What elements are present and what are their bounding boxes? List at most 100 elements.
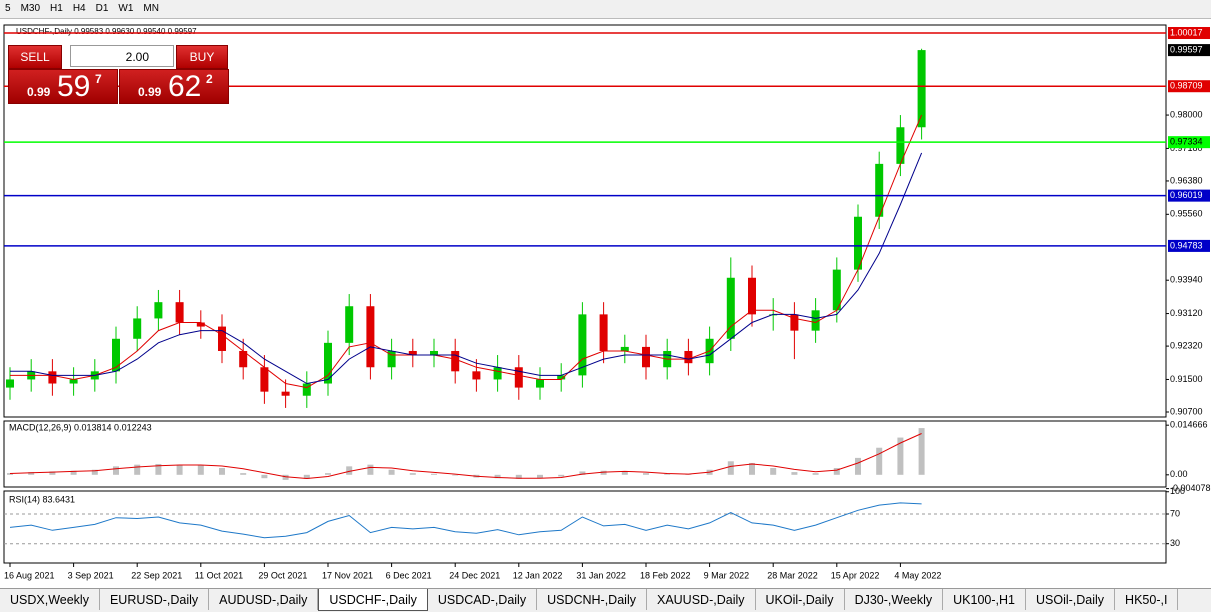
level-label-bg (1168, 189, 1210, 202)
candle-body (557, 375, 566, 380)
timeframe-button[interactable]: D1 (95, 3, 109, 14)
candle-body (196, 322, 205, 327)
level-label: 0.94783 (1170, 240, 1203, 250)
panel-title: RSI(14) 83.6431 (9, 494, 75, 504)
price-prefix: 0.99 (138, 85, 162, 99)
macd-bar (346, 466, 353, 475)
macd-bar (600, 470, 607, 475)
x-tick-label: 11 Oct 2021 (195, 570, 243, 580)
candle-body (578, 314, 587, 376)
macd-bar (367, 464, 374, 475)
sell-button[interactable]: SELL (8, 45, 62, 69)
x-tick-label: 3 Sep 2021 (68, 570, 114, 580)
macd-bar (727, 461, 734, 475)
macd-bar (621, 471, 628, 475)
macd-bar (49, 471, 56, 475)
moving-average (10, 114, 923, 389)
macd-bar (113, 466, 119, 475)
timeframe-toolbar: 5 M30 H1 H4 D1 W1 MN (0, 0, 1211, 19)
macd-bar (240, 473, 247, 475)
chart-tab[interactable]: USDCHF-,Daily (318, 589, 428, 611)
chart-tab[interactable]: HK50-,I (1115, 589, 1179, 610)
x-tick-label: 6 Dec 2021 (386, 570, 432, 580)
chart-title: USDCHF-,Daily 0.99583 0.99630 0.99540 0.… (16, 27, 197, 36)
candle-body (260, 367, 269, 392)
buy-button[interactable]: BUY (176, 45, 228, 69)
macd-bar (897, 437, 904, 475)
level-label: 0.96019 (1170, 190, 1203, 200)
x-tick-label: 22 Sep 2021 (131, 570, 182, 580)
y-tick-label: 30 (1170, 538, 1180, 548)
x-tick-label: 16 Aug 2021 (4, 570, 55, 580)
x-tick-label: 4 May 2022 (894, 570, 941, 580)
chart-tabs: USDX,Weekly EURUSD-,Daily AUDUSD-,Daily USD… (0, 588, 1211, 612)
timeframe-button[interactable]: H1 (50, 3, 63, 14)
candle-body (345, 306, 354, 343)
macd-bar (261, 474, 268, 479)
candle-body (832, 269, 841, 311)
timeframe-button[interactable]: MN (143, 3, 159, 14)
macd-bar (664, 474, 671, 475)
macd-bar (91, 469, 98, 475)
chart-tab[interactable]: AUDUSD-,Daily (209, 589, 319, 610)
chart-tab[interactable]: USDCAD-,Daily (428, 589, 538, 610)
level-label: 0.97334 (1170, 137, 1203, 147)
sell-price[interactable]: 0.99 59 7 (8, 69, 118, 104)
level-label-bg (1168, 239, 1210, 252)
one-click-trading: SELL 2.00 BUY 0.99 59 7 0.99 62 2 (8, 45, 229, 104)
macd-bar (876, 447, 883, 475)
y-tick-label: 0.91500 (1170, 374, 1203, 384)
x-tick-label: 24 Dec 2021 (449, 570, 500, 580)
buy-price[interactable]: 0.99 62 2 (119, 69, 229, 104)
timeframe-button[interactable]: H4 (72, 3, 86, 14)
candle-body (154, 302, 163, 319)
candle-body (790, 314, 799, 331)
panel-title: MACD(12,26,9) 0.013814 0.012243 (9, 422, 152, 432)
macd-bar (452, 474, 459, 476)
y-tick-label: 0.95560 (1170, 209, 1203, 219)
macd-bar (197, 465, 204, 475)
candle-body (748, 277, 756, 315)
macd-bar (749, 462, 755, 475)
chart-tab[interactable]: EURUSD-,Daily (100, 589, 210, 610)
chart-tab[interactable]: UK100-,H1 (943, 589, 1026, 610)
y-tick-label: 0.98000 (1170, 109, 1203, 119)
rsi-line (9, 502, 922, 539)
y-tick-label: 100 (1170, 486, 1185, 496)
chart-tab[interactable]: DJ30-,Weekly (845, 589, 944, 610)
chart-tab[interactable]: USDCNH-,Daily (537, 589, 647, 610)
macd-bar (791, 472, 798, 475)
x-tick-label: 28 Mar 2022 (767, 570, 818, 580)
lot-input[interactable]: 2.00 (70, 45, 174, 67)
macd-bar (282, 474, 289, 480)
chart-tab[interactable]: XAUUSD-,Daily (647, 589, 756, 610)
level-label: 1.00017 (1170, 27, 1203, 37)
price-main: 62 (168, 70, 202, 103)
candle-body (302, 383, 311, 396)
level-label-bg (1168, 80, 1210, 93)
level-label-bg (1168, 27, 1210, 40)
macd-bar (515, 474, 522, 479)
chart-tab[interactable]: USDX,Weekly (0, 589, 100, 610)
price-main: 59 (57, 70, 91, 103)
timeframe-button[interactable]: W1 (118, 3, 134, 14)
x-tick-label: 18 Feb 2022 (640, 570, 691, 580)
timeframe-button[interactable]: 5 (5, 3, 11, 14)
macd-bar (388, 469, 395, 475)
chart-tab[interactable]: UKOil-,Daily (756, 589, 845, 610)
candle-body (896, 127, 905, 164)
candle-body (726, 277, 735, 339)
last-price-label: 0.99597 (1170, 44, 1203, 54)
macd-bar (643, 473, 649, 475)
x-tick-label: 31 Jan 2022 (576, 570, 626, 580)
candle-body (536, 379, 544, 388)
candle-body (218, 326, 226, 351)
chart-tab[interactable]: USOil-,Daily (1026, 589, 1116, 610)
candle-body (854, 216, 862, 270)
candle-body (493, 367, 502, 380)
candle-body (599, 314, 608, 351)
macd-bar (303, 474, 310, 479)
x-tick-label: 9 Mar 2022 (704, 570, 750, 580)
timeframe-button[interactable]: M30 (20, 3, 41, 14)
